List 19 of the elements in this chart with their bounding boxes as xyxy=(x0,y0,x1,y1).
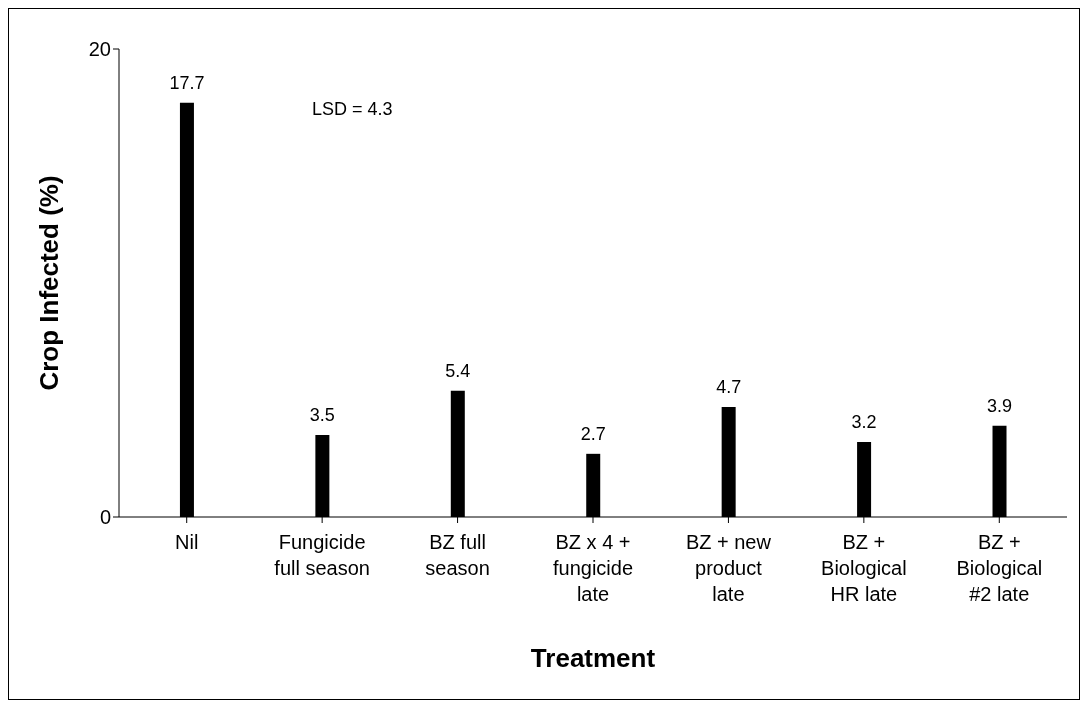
data-label: 3.9 xyxy=(987,395,1013,416)
x-tick-label: BZ + new product late xyxy=(685,531,772,605)
x-tick-label: BZ + Biological HR late xyxy=(821,531,907,605)
y-tick-label: 0 xyxy=(99,506,111,529)
x-tick-label: Nil xyxy=(175,531,199,553)
x-tick-label: BZ + Biological #2 late xyxy=(956,531,1043,605)
y-axis-title: Crop Infected (%) xyxy=(34,175,65,391)
x-tick-label: BZ x 4 + fungicide late xyxy=(552,531,634,605)
data-label: 5.4 xyxy=(445,360,471,381)
x-tick-label: Fungicide full season xyxy=(274,531,370,579)
data-label: 3.5 xyxy=(309,405,335,426)
data-label: 17.7 xyxy=(169,72,205,93)
y-tick-label: 20 xyxy=(88,38,111,61)
data-label: 4.7 xyxy=(716,377,742,398)
x-tick-label: BZ full season xyxy=(425,531,490,579)
x-axis-title: Treatment xyxy=(530,643,656,673)
annotation: LSD = 4.3 xyxy=(312,99,393,120)
data-label: 2.7 xyxy=(580,423,606,444)
data-label: 3.2 xyxy=(851,412,877,433)
